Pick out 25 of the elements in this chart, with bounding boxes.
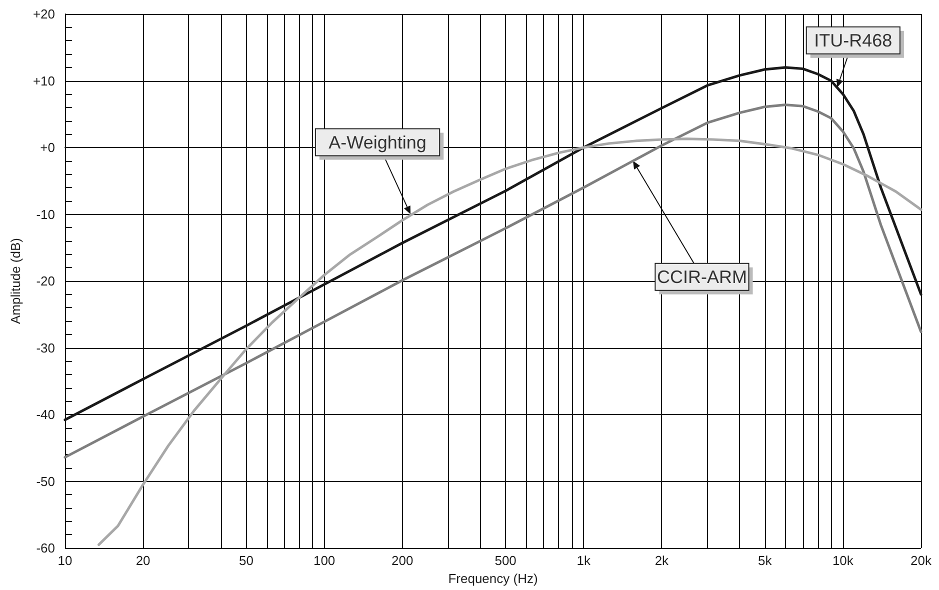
annotation: ITU-R468 xyxy=(814,30,892,50)
x-tick-label: 1k xyxy=(576,553,591,568)
y-tick-label: +20 xyxy=(32,6,55,22)
x-tick-label: 500 xyxy=(494,553,516,568)
y-tick-label: -40 xyxy=(36,407,55,422)
annotation: A-Weighting xyxy=(328,132,426,152)
y-tick-label: -50 xyxy=(36,474,55,489)
x-tick-label: 5k xyxy=(758,553,772,568)
y-tick-label: -10 xyxy=(36,206,55,222)
y-tick-label: +0 xyxy=(40,140,55,155)
y-tick-label: -60 xyxy=(36,540,55,556)
y-tick-label: -30 xyxy=(36,340,55,356)
x-tick-label: 200 xyxy=(392,553,414,568)
x-tick-label: 50 xyxy=(239,553,254,568)
x-tick-label: 2k xyxy=(654,553,670,568)
x-tick-label: 100 xyxy=(313,553,336,568)
y-tick-label: -20 xyxy=(36,274,55,288)
x-tick-label: 10 xyxy=(58,553,72,568)
x-axis-title: Frequency (Hz) xyxy=(448,570,538,586)
x-tick-label: 20k xyxy=(910,553,932,568)
x-tick-label: 10k xyxy=(832,553,854,568)
y-axis-title: Amplitude (dB) xyxy=(8,238,24,324)
y-tick-label: +10 xyxy=(32,73,55,88)
x-tick-label: 20 xyxy=(136,553,150,568)
annotation: CCIR-ARM xyxy=(656,266,747,287)
